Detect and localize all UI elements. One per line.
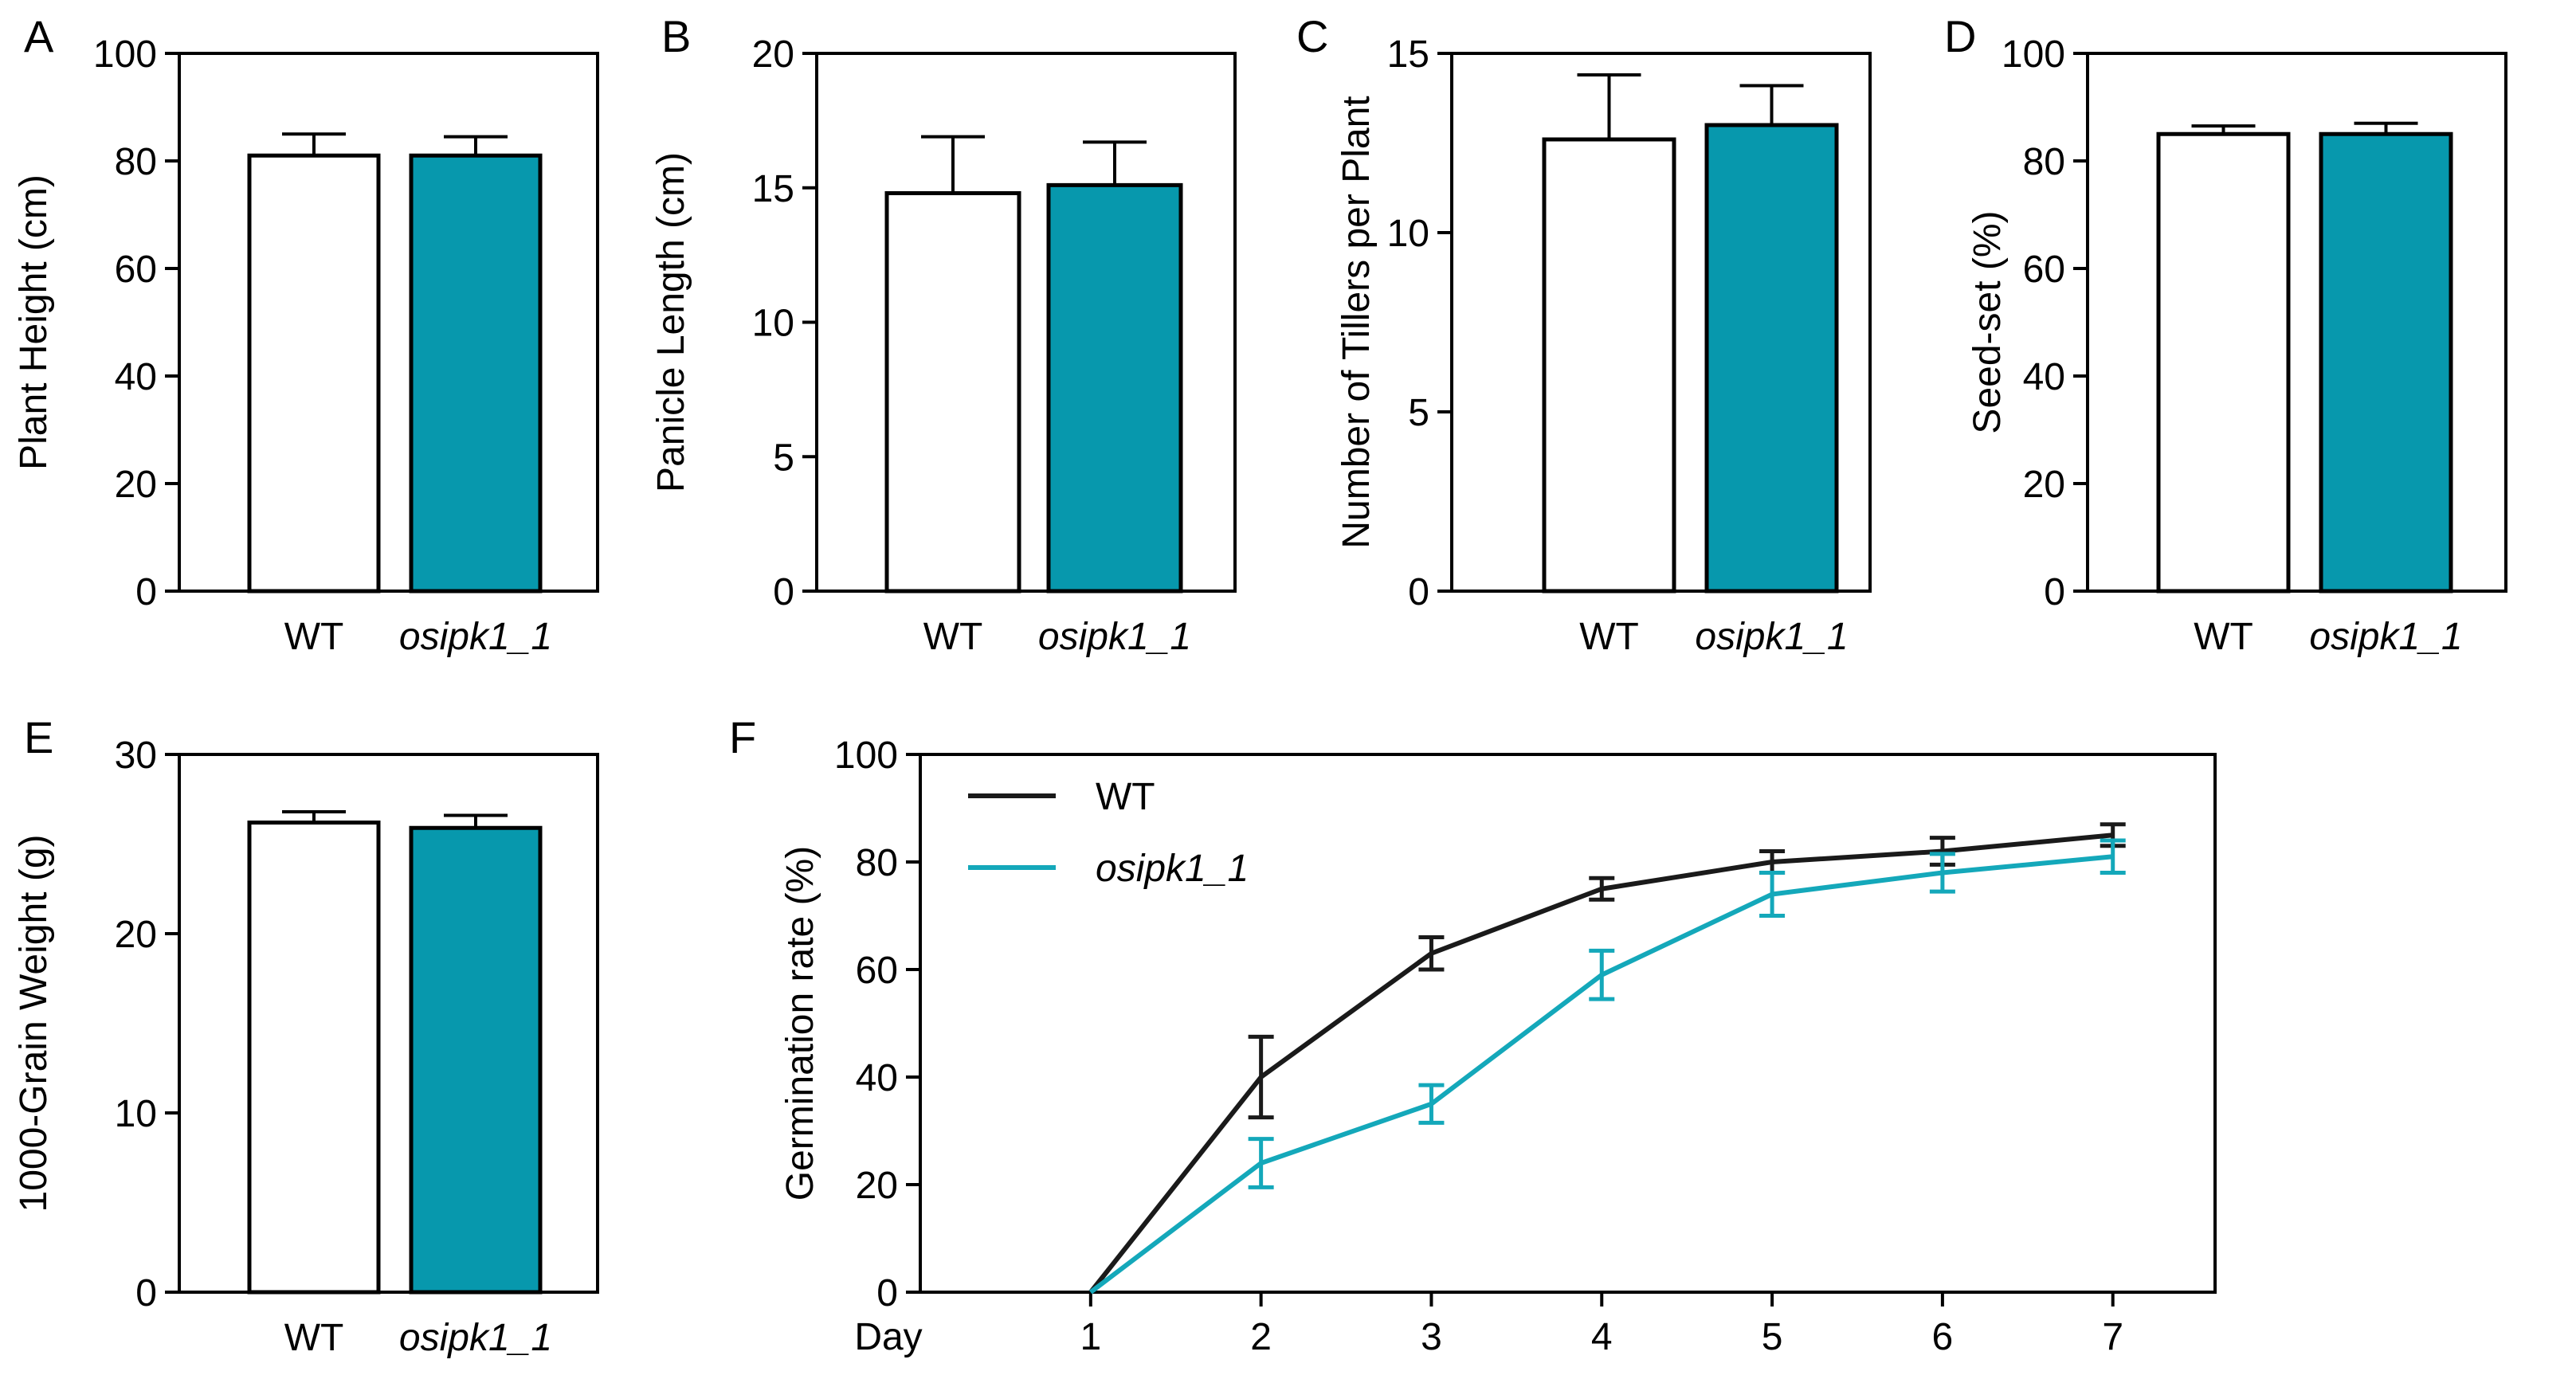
y-axis-title: Panicle Length (cm) bbox=[650, 152, 692, 492]
y-tick-label: 20 bbox=[115, 914, 157, 956]
plot-frame bbox=[919, 753, 2217, 1294]
panel-e: 0 10 20 30 E 1000-Grain Weight (g) WT osipk1_1 bbox=[13, 712, 599, 1359]
category-label: WT bbox=[1579, 616, 1639, 658]
y-tick-label: 15 bbox=[1387, 33, 1429, 76]
panel-letter: A bbox=[24, 11, 54, 61]
y-tick-label: 0 bbox=[2044, 571, 2065, 613]
bar-osipk1-1 bbox=[1046, 182, 1183, 594]
y-axis-title: Number of Tillers per Plant bbox=[1335, 96, 1378, 548]
bar-osipk1-1 bbox=[1704, 123, 1839, 594]
y-tick-label: 100 bbox=[2002, 33, 2065, 76]
legend-label-osipk1-1: osipk1_1 bbox=[1096, 848, 1249, 890]
y-tick-label: 100 bbox=[834, 735, 898, 777]
y-tick-label: 5 bbox=[773, 437, 794, 479]
x-tick-label: 6 bbox=[1932, 1316, 1954, 1358]
y-tick-label: 20 bbox=[856, 1165, 898, 1207]
panel-letter: B bbox=[661, 11, 691, 61]
bar-osipk1-1 bbox=[409, 153, 543, 594]
y-tick-label: 60 bbox=[2023, 249, 2065, 291]
y-axis-title: 1000-Grain Weight (g) bbox=[13, 835, 55, 1213]
y-tick-label: 20 bbox=[2023, 464, 2065, 506]
panel-letter: F bbox=[729, 712, 756, 762]
y-tick-label: 5 bbox=[1408, 392, 1429, 434]
x-tick-label: 3 bbox=[1421, 1316, 1442, 1358]
category-label: osipk1_1 bbox=[399, 616, 552, 658]
y-tick-label: 30 bbox=[115, 735, 157, 777]
panel-letter: C bbox=[1296, 11, 1328, 61]
bar-wt bbox=[884, 191, 1021, 594]
y-axis-title: Germination rate (%) bbox=[779, 846, 821, 1201]
category-label: WT bbox=[923, 616, 983, 658]
x-tick-label: 5 bbox=[1762, 1316, 1783, 1358]
plot-frame bbox=[178, 52, 599, 593]
bar-osipk1-1 bbox=[2319, 131, 2453, 594]
y-tick-label: 20 bbox=[115, 464, 157, 506]
y-axis-title: Seed-set (%) bbox=[1966, 210, 2009, 433]
panel-d: 0 20 40 60 80 100 D Seed-set (%) WT osipk1_1 bbox=[1944, 11, 2507, 658]
y-tick-label: 0 bbox=[876, 1272, 898, 1314]
category-label: WT bbox=[284, 616, 344, 658]
category-label: WT bbox=[284, 1317, 344, 1359]
series-line-wt bbox=[1088, 832, 2113, 1294]
category-label: osipk1_1 bbox=[2309, 616, 2462, 658]
bar-wt bbox=[1542, 137, 1676, 594]
category-label: osipk1_1 bbox=[399, 1317, 552, 1359]
y-tick-label: 80 bbox=[2023, 141, 2065, 183]
panel-b: 0 5 10 15 20 B Panicle Length (cm) WT osipk1_1 bbox=[650, 11, 1237, 658]
panel-letter: D bbox=[1944, 11, 1976, 61]
y-tick-label: 0 bbox=[773, 571, 794, 613]
y-tick-label: 10 bbox=[752, 303, 794, 345]
y-tick-label: 20 bbox=[752, 33, 794, 76]
x-tick-label: 7 bbox=[2102, 1316, 2123, 1358]
y-tick-label: 10 bbox=[1387, 213, 1429, 255]
y-axis-title: Plant Height (cm) bbox=[13, 174, 55, 470]
series-line-osipk1-1 bbox=[1089, 854, 2113, 1295]
y-tick-label: 80 bbox=[856, 842, 898, 884]
y-tick-label: 0 bbox=[135, 1272, 157, 1314]
bar-wt bbox=[247, 821, 381, 1295]
legend-label-wt: WT bbox=[1096, 776, 1155, 818]
y-tick-label: 40 bbox=[2023, 356, 2065, 398]
y-tick-label: 80 bbox=[115, 141, 157, 183]
y-tick-label: 10 bbox=[115, 1093, 157, 1135]
y-tick-label: 60 bbox=[856, 950, 898, 992]
x-tick-label: 1 bbox=[1080, 1316, 1101, 1358]
panel-f: 0 20 40 60 80 100 F Germination rate (%) 1 2 3 4 5 6 7… bbox=[729, 712, 2217, 1358]
panel-letter: E bbox=[24, 712, 53, 762]
category-label: osipk1_1 bbox=[1038, 616, 1191, 658]
y-tick-label: 40 bbox=[115, 356, 157, 398]
bar-osipk1-1 bbox=[409, 825, 543, 1295]
x-axis-title: Day bbox=[854, 1316, 922, 1358]
plot-frame bbox=[2086, 52, 2507, 593]
plot-frame bbox=[178, 753, 599, 1294]
y-tick-label: 100 bbox=[93, 33, 157, 76]
y-tick-label: 15 bbox=[752, 168, 794, 210]
x-tick-label: 4 bbox=[1591, 1316, 1613, 1358]
bar-wt bbox=[247, 153, 381, 594]
y-tick-label: 40 bbox=[856, 1057, 898, 1099]
category-label: osipk1_1 bbox=[1695, 616, 1848, 658]
category-label: WT bbox=[2194, 616, 2253, 658]
x-tick-label: 2 bbox=[1250, 1316, 1272, 1358]
y-tick-label: 0 bbox=[135, 571, 157, 613]
y-tick-label: 60 bbox=[115, 249, 157, 291]
panel-a: 0 20 40 60 80 100 A Plant Height (cm) WT osipk1_1 bbox=[13, 11, 599, 658]
y-tick-label: 0 bbox=[1408, 571, 1429, 613]
bar-wt bbox=[2156, 131, 2291, 594]
